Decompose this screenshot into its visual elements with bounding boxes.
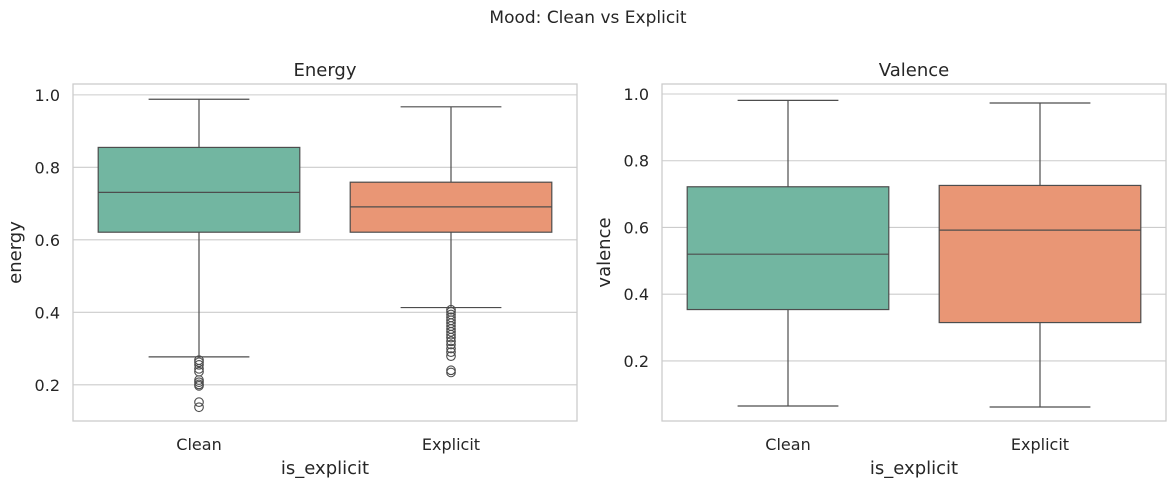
box-clean: [686, 186, 890, 311]
outlier-point: [446, 367, 456, 378]
y-axis-label: valence: [594, 217, 615, 287]
outlier-point: [446, 332, 456, 343]
x-tick-label: Explicit: [422, 435, 480, 454]
x-axis-label: is_explicit: [870, 458, 958, 479]
outlier-point: [194, 359, 204, 370]
x-tick-label: Explicit: [1011, 435, 1069, 454]
box-explicit: [938, 184, 1142, 324]
y-tick-label: 0.6: [35, 231, 60, 250]
outlier-point: [446, 343, 456, 354]
x-tick-label: Clean: [176, 435, 221, 454]
panel-title: Valence: [879, 60, 949, 81]
outlier-point: [194, 402, 204, 413]
y-tick-label: 0.8: [624, 152, 649, 171]
y-tick-label: 1.0: [624, 85, 649, 104]
axes-frame: [661, 83, 1167, 422]
y-tick-label: 0.2: [624, 352, 649, 371]
y-tick-label: 0.2: [35, 376, 60, 395]
outlier-point: [194, 357, 204, 368]
outlier-point: [446, 336, 456, 347]
y-tick-label: 0.8: [35, 158, 60, 177]
valence-panel: 0.2 0.4 0.6 0.8 1.0 Clean Explicit Valence is_ex…: [594, 60, 1167, 479]
outlier-point: [446, 327, 456, 337]
y-axis-label: energy: [5, 221, 26, 284]
outlier-point: [446, 351, 456, 361]
energy-panel: 0.2 0.4 0.6 0.8 1.0 Clean Explicit Energy is_exp…: [5, 60, 578, 479]
outlier-point: [446, 347, 456, 358]
y-tick-label: 1.0: [35, 86, 60, 105]
y-tick-label: 0.4: [624, 285, 649, 304]
y-tick-label: 0.6: [624, 218, 649, 237]
y-tick-label: 0.4: [35, 303, 60, 322]
outlier-point: [446, 365, 456, 376]
x-tick-label: Clean: [765, 435, 810, 454]
outlier-point: [446, 339, 456, 350]
panel-title: Energy: [293, 60, 356, 81]
axes-frame: [72, 83, 578, 422]
x-axis-label: is_explicit: [281, 458, 369, 479]
figure-title: Mood: Clean vs Explicit: [489, 8, 686, 28]
outlier-point: [194, 397, 204, 408]
box-clean: [97, 146, 301, 233]
outlier-point: [194, 381, 204, 391]
outlier-point: [446, 329, 456, 340]
outlier-point: [194, 363, 204, 374]
